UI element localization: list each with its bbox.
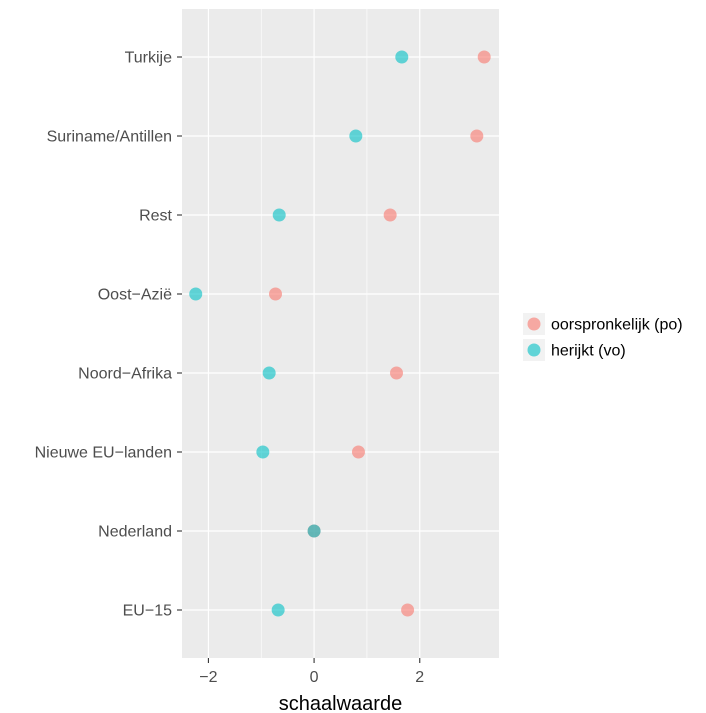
x-axis: −2 0 2: [199, 658, 424, 686]
data-point: [477, 50, 491, 64]
plot-panel: [182, 9, 499, 658]
legend-symbol: [527, 343, 541, 357]
x-tick-label: 0: [310, 669, 319, 686]
y-tick-label: EU−15: [123, 603, 172, 620]
data-point: [395, 50, 409, 64]
data-point: [307, 524, 321, 538]
data-point: [383, 208, 397, 222]
data-point: [272, 208, 286, 222]
y-tick-label: Nieuwe EU−landen: [35, 445, 172, 462]
x-axis-title: schaalwaarde: [279, 693, 402, 713]
data-point: [269, 287, 283, 301]
grid-minor: [260, 9, 368, 658]
y-axis: Turkije Suriname/Antillen Rest Oost−Azië Noo…: [35, 50, 182, 620]
y-tick-label: Nederland: [98, 524, 172, 541]
x-tick-label: 2: [415, 669, 424, 686]
data-point: [470, 129, 484, 143]
y-tick-label: Noord−Afrika: [78, 366, 172, 383]
legend-label: herijkt (vo): [551, 343, 626, 360]
y-tick-label: Rest: [139, 208, 172, 225]
grid-major: [182, 9, 499, 658]
data-point: [262, 366, 276, 380]
data-point: [390, 366, 404, 380]
data-point: [349, 129, 363, 143]
data-point: [271, 603, 285, 617]
y-tick-label: Suriname/Antillen: [47, 129, 172, 146]
legend: oorspronkelijk (po) herijkt (vo): [523, 313, 683, 361]
data-point: [189, 287, 203, 301]
y-tick-label: Turkije: [125, 50, 173, 67]
data-point: [401, 603, 415, 617]
data-point: [256, 445, 270, 459]
legend-label: oorspronkelijk (po): [551, 317, 683, 334]
y-tick-label: Oost−Azië: [98, 287, 172, 304]
data-point: [351, 445, 365, 459]
legend-symbol: [527, 317, 541, 331]
data-points: [189, 50, 491, 617]
x-tick-label: −2: [199, 669, 217, 686]
